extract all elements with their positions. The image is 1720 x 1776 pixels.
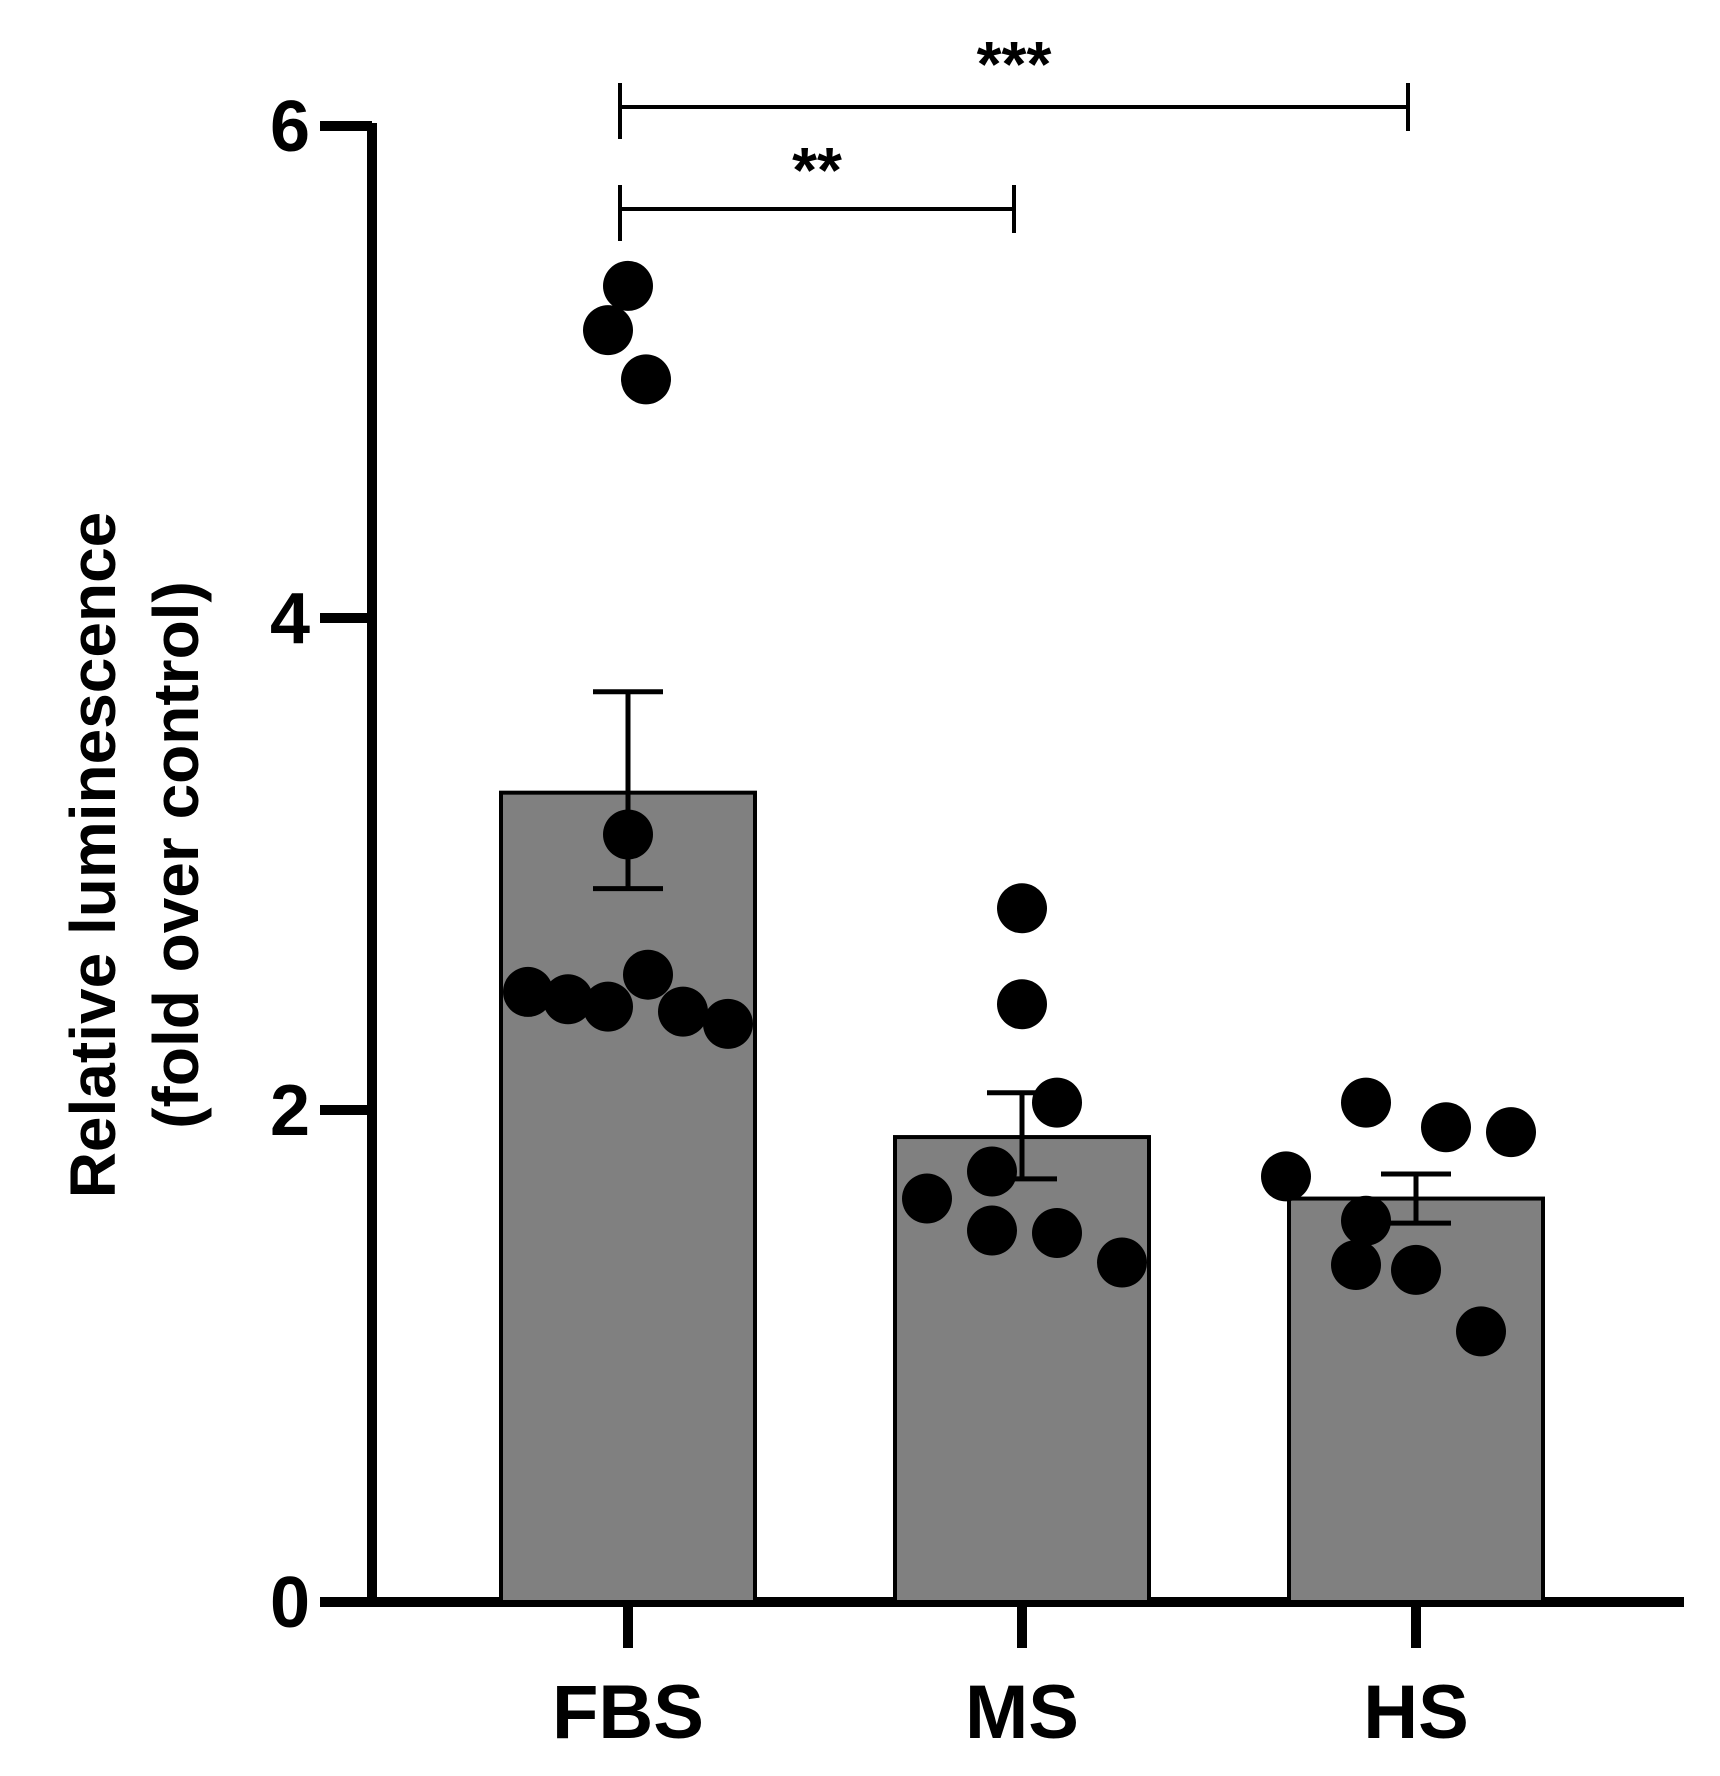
x-tick-label-fbs: FBS: [552, 1670, 704, 1755]
data-point-hs: [1341, 1077, 1391, 1128]
error-bar-hs: [1381, 1171, 1451, 1226]
significance-label: ***: [977, 28, 1052, 100]
data-point-hs: [1331, 1239, 1381, 1290]
data-point-ms: [967, 1146, 1017, 1197]
bar-fbs: [499, 790, 757, 1604]
data-point-fbs: [503, 966, 553, 1017]
significance-label: **: [792, 134, 842, 206]
x-tick-label-hs: HS: [1363, 1670, 1469, 1755]
data-point-ms: [997, 883, 1047, 934]
data-point-fbs: [603, 260, 653, 311]
data-point-ms: [997, 979, 1047, 1030]
data-point-ms: [1032, 1208, 1082, 1258]
significance-fbs-ms: **: [618, 134, 1016, 241]
y-axis-title-line-2: (fold over control): [140, 581, 212, 1129]
data-point-hs: [1341, 1195, 1391, 1246]
data-point-fbs: [583, 305, 633, 356]
y-tick-label: 0: [270, 1563, 310, 1643]
data-point-ms: [902, 1173, 952, 1224]
data-point-fbs: [703, 998, 753, 1049]
data-point-hs: [1456, 1306, 1506, 1357]
y-tick-label: 6: [270, 87, 310, 167]
data-point-fbs: [603, 809, 653, 860]
data-point-fbs: [543, 974, 593, 1025]
data-points: [503, 260, 1536, 1357]
data-point-hs: [1421, 1102, 1471, 1153]
x-tick-label-ms: MS: [965, 1670, 1079, 1755]
data-point-hs: [1391, 1244, 1441, 1295]
y-tick-label: 2: [270, 1071, 310, 1151]
y-tick-label: 4: [270, 579, 310, 659]
data-point-hs: [1261, 1151, 1311, 1202]
data-point-hs: [1486, 1107, 1536, 1158]
data-point-ms: [967, 1205, 1017, 1256]
data-point-fbs: [583, 981, 633, 1032]
data-point-fbs: [623, 949, 673, 1000]
significance-fbs-hs: ***: [618, 28, 1410, 139]
significance-brackets: *****: [618, 28, 1410, 241]
data-point-fbs: [621, 354, 671, 405]
data-point-ms: [1097, 1237, 1147, 1288]
data-point-fbs: [658, 986, 708, 1037]
y-axis-title-line-1: Relative luminescence: [57, 512, 129, 1199]
data-point-ms: [1032, 1077, 1082, 1128]
labels: Relative luminescence (fold over control…: [57, 87, 1469, 1755]
